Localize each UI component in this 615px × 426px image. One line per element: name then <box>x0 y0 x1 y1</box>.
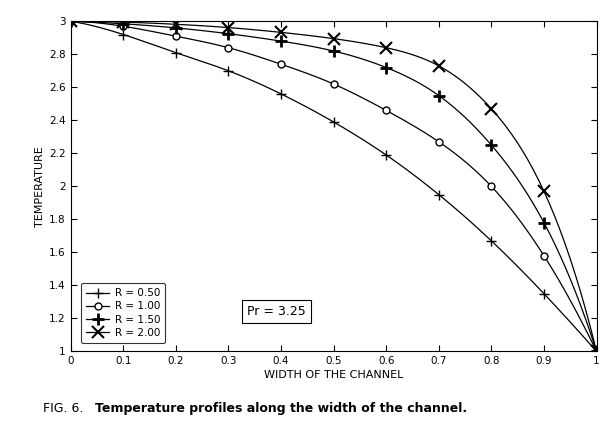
Legend: R = 0.50, R = 1.00, R = 1.50, R = 2.00: R = 0.50, R = 1.00, R = 1.50, R = 2.00 <box>81 283 165 343</box>
Y-axis label: TEMPERATURE: TEMPERATURE <box>35 146 45 227</box>
Text: Pr = 3.25: Pr = 3.25 <box>247 305 306 319</box>
Text: FIG. 6.: FIG. 6. <box>43 403 87 415</box>
X-axis label: WIDTH OF THE CHANNEL: WIDTH OF THE CHANNEL <box>264 371 403 380</box>
Text: Temperature profiles along the width of the channel.: Temperature profiles along the width of … <box>95 403 467 415</box>
